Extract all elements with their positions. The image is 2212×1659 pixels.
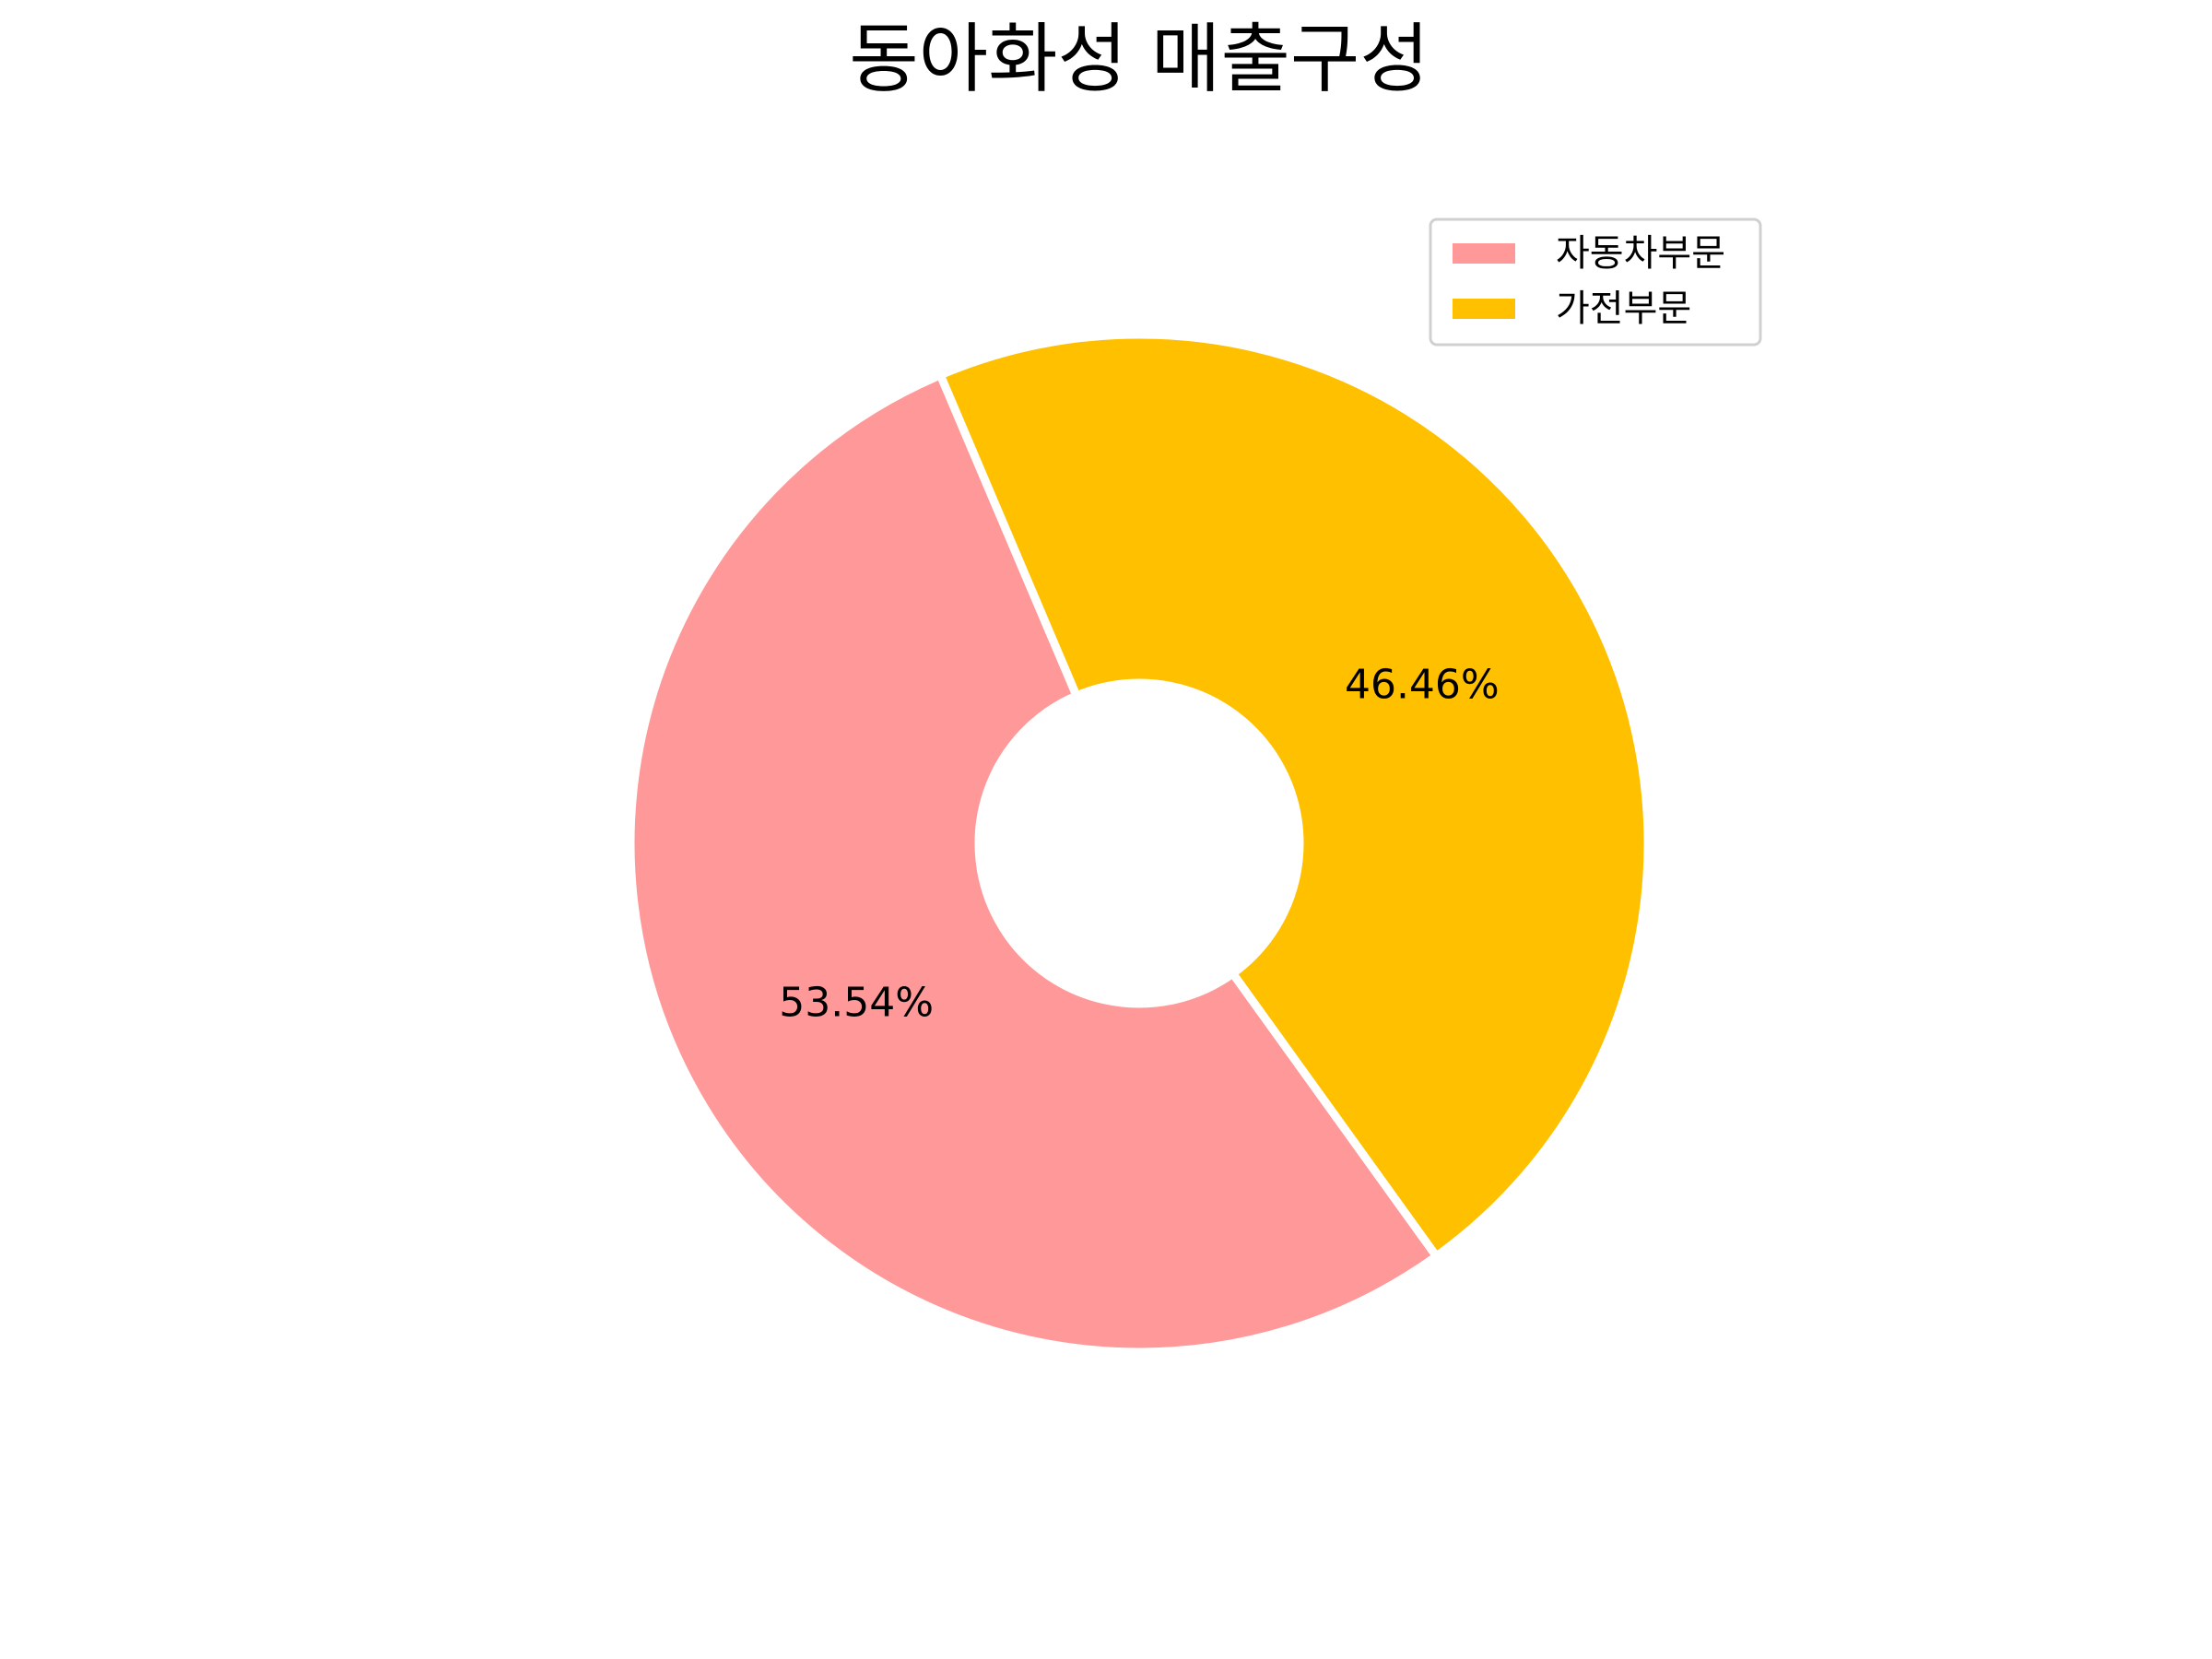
value-labels-group: 53.54% 46.46%: [779, 661, 1499, 1026]
legend-label-0: 자동차부문: [1556, 232, 1725, 275]
value-label-1: 46.46%: [1345, 661, 1500, 708]
chart-title: 동아화성 매출구성: [849, 16, 1430, 103]
legend-swatch-1: [1453, 299, 1515, 319]
slice-1: [935, 330, 1653, 1263]
slices-group: [626, 330, 1653, 1357]
legend-label-1: 가전부문: [1556, 288, 1691, 330]
slice-0: [626, 369, 1442, 1357]
legend-swatch-0: [1453, 243, 1515, 264]
value-label-0: 53.54%: [779, 980, 934, 1027]
legend: 자동차부문 가전부문: [1429, 218, 1762, 347]
